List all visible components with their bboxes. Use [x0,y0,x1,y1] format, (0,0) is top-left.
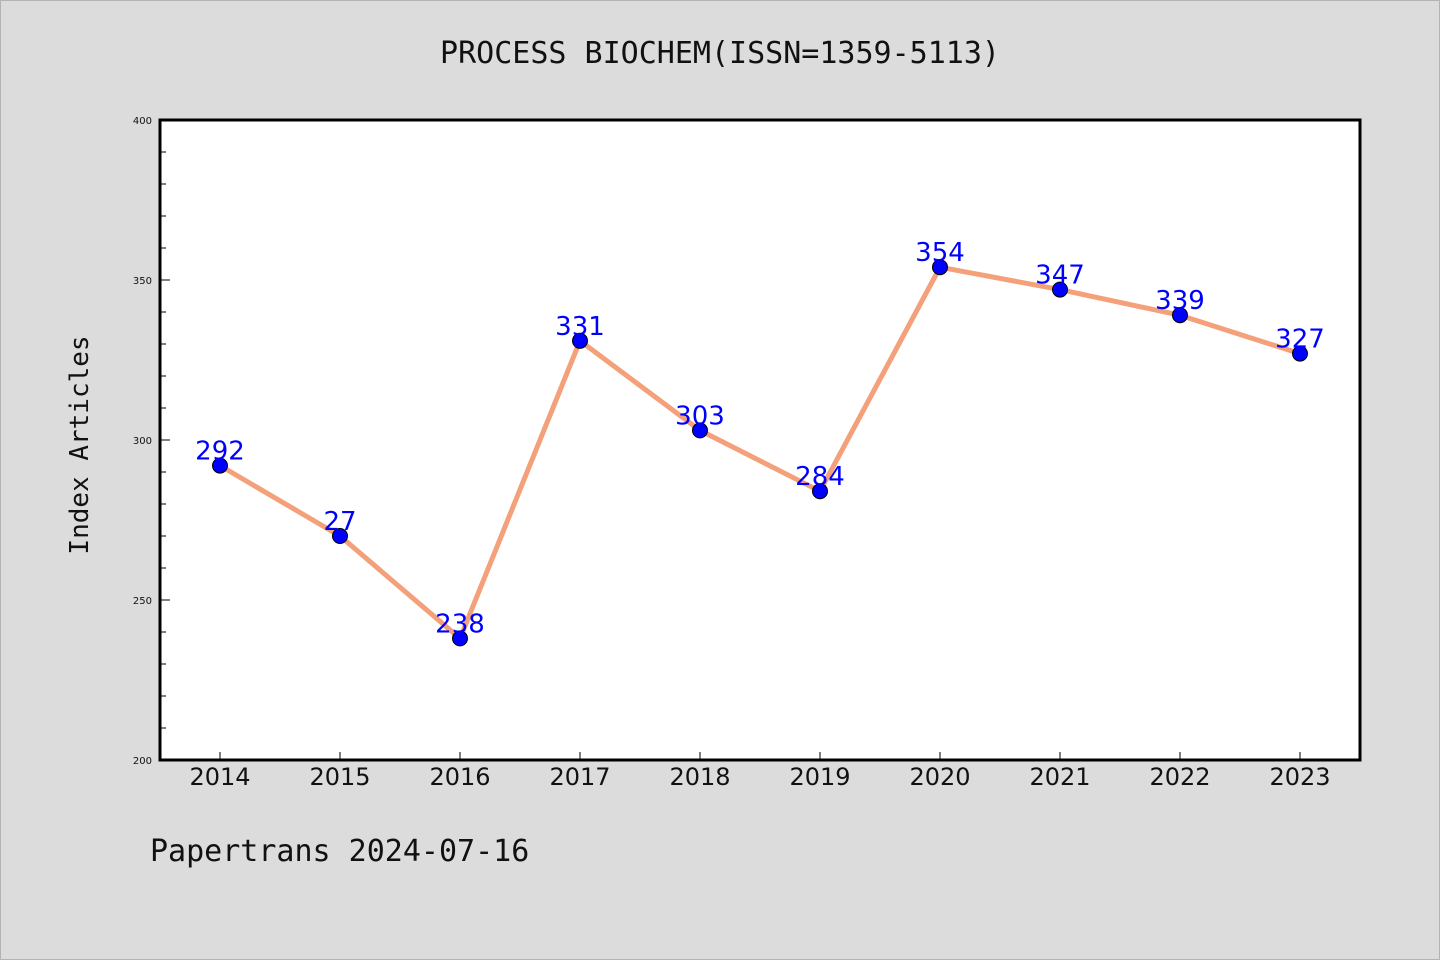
x-tick-label: 2020 [909,763,970,791]
x-tick-label: 2021 [1029,763,1090,791]
data-labels: 292 27 238 331 303 284 354 347 339 327 [195,238,1325,639]
data-point [692,422,708,439]
y-axis-ticks: 200 250 300 350 400 [133,116,170,767]
x-tick-label: 2019 [789,763,850,791]
data-point [572,332,588,349]
x-tick-label: 2014 [189,763,250,791]
y-tick-label: 200 [133,756,152,767]
x-tick-label: 2018 [669,763,730,791]
x-axis-ticks: 2014 2015 2016 2017 2018 2019 2020 2021 2022 2023 [189,752,1331,791]
y-tick-label: 400 [133,116,152,127]
data-label: 284 [795,462,845,492]
series-markers [212,259,1308,647]
data-label: 27 [323,507,356,537]
data-point [212,457,228,474]
x-tick-label: 2015 [309,763,370,791]
plot-area [158,118,1362,762]
data-point [452,630,468,647]
y-tick-label: 350 [133,276,152,287]
y-tick-label: 300 [133,436,152,447]
data-point [1292,345,1308,362]
data-label: 331 [555,312,605,342]
x-tick-label: 2017 [549,763,610,791]
x-tick-label: 2016 [429,763,490,791]
data-point [1172,307,1188,324]
series-line [218,264,1301,641]
data-label: 327 [1275,325,1325,355]
data-label: 339 [1155,286,1205,316]
data-label: 238 [435,609,485,639]
data-point [812,483,828,500]
data-label: 292 [195,437,245,467]
data-label: 303 [675,401,725,431]
data-point [1052,281,1068,298]
data-point [332,528,348,544]
x-tick-label: 2023 [1269,763,1330,791]
data-label: 354 [915,238,965,268]
footer-caption: Papertrans 2024-07-16 [150,834,530,869]
x-tick-label: 2022 [1149,763,1210,791]
data-point [932,259,948,276]
data-label: 347 [1035,261,1085,291]
chart-title: PROCESS BIOCHEM(ISSN=1359-5113) [440,36,1000,71]
y-tick-label: 250 [133,596,152,607]
